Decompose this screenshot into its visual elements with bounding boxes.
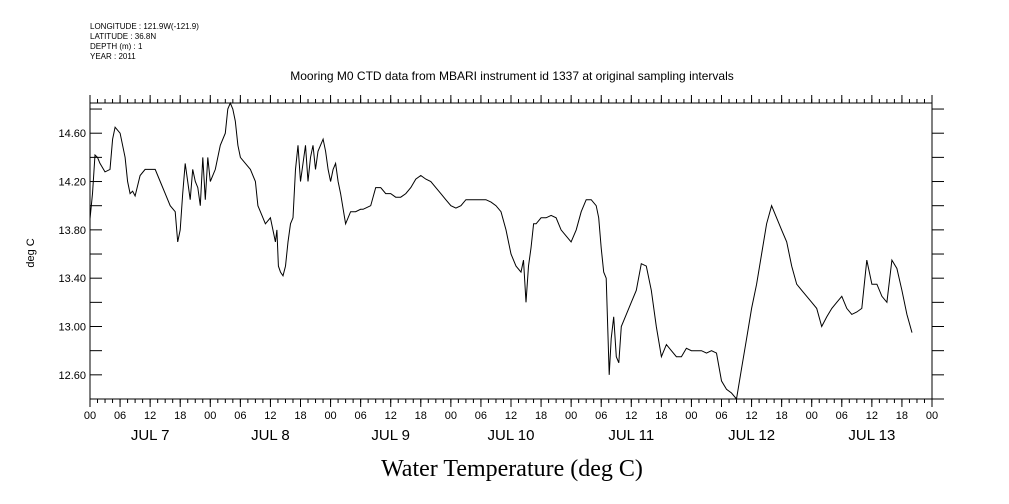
day-label: JUL 9 bbox=[371, 427, 410, 444]
x-tick-label: 12 bbox=[745, 410, 757, 422]
x-tick-label: 12 bbox=[385, 410, 397, 422]
x-tick-label: 06 bbox=[355, 410, 367, 422]
depth-label: DEPTH (m) : 1 bbox=[90, 42, 143, 51]
x-tick-label: 06 bbox=[234, 410, 246, 422]
y-tick-label: 14.20 bbox=[58, 177, 86, 189]
x-tick-label: 00 bbox=[324, 410, 336, 422]
x-tick-label: 06 bbox=[836, 410, 848, 422]
day-label: JUL 13 bbox=[848, 427, 895, 444]
x-tick-label: 06 bbox=[595, 410, 607, 422]
year-label: YEAR : 2011 bbox=[90, 52, 136, 61]
x-tick-label: 00 bbox=[84, 410, 96, 422]
x-tick-label: 12 bbox=[866, 410, 878, 422]
x-tick-label: 18 bbox=[655, 410, 667, 422]
x-tick-label: 00 bbox=[685, 410, 697, 422]
x-tick-label: 06 bbox=[475, 410, 487, 422]
y-axis: 12.60 13.00 13.40 13.80 14.20 14.60 bbox=[58, 108, 944, 400]
x-tick-label: 06 bbox=[114, 410, 126, 422]
x-axis-label: Water Temperature (deg C) bbox=[381, 456, 643, 482]
y-tick-label: 14.60 bbox=[58, 128, 86, 140]
x-tick-label: 12 bbox=[625, 410, 637, 422]
x-tick-label: 12 bbox=[144, 410, 156, 422]
x-tick-label: 12 bbox=[505, 410, 517, 422]
metadata-block: LONGITUDE : 121.9W(-121.9) LATITUDE : 36… bbox=[90, 22, 199, 62]
x-tick-label: 00 bbox=[204, 410, 216, 422]
x-tick-label: 00 bbox=[445, 410, 457, 422]
x-tick-label: 00 bbox=[926, 410, 938, 422]
chart-title: Mooring M0 CTD data from MBARI instrumen… bbox=[290, 69, 734, 83]
day-label: JUL 11 bbox=[608, 427, 654, 444]
day-label: JUL 7 bbox=[131, 427, 170, 444]
y-tick-label: 13.00 bbox=[58, 322, 86, 334]
x-axis: 00 06 12 18 00 06 12 18 00 06 12 18 00 06 12 18 00 06 12 18… bbox=[84, 95, 938, 444]
day-label: JUL 10 bbox=[488, 427, 535, 444]
x-tick-label: 00 bbox=[806, 410, 818, 422]
y-axis-label: deg C bbox=[25, 238, 37, 267]
minor-ticks bbox=[89, 99, 933, 403]
plot-frame bbox=[89, 102, 933, 400]
day-label: JUL 8 bbox=[251, 427, 290, 444]
x-tick-label: 12 bbox=[264, 410, 276, 422]
latitude-label: LATITUDE : 36.8N bbox=[90, 32, 157, 41]
x-tick-label: 06 bbox=[715, 410, 727, 422]
x-tick-label: 18 bbox=[535, 410, 547, 422]
x-tick-label: 18 bbox=[896, 410, 908, 422]
y-tick-label: 13.80 bbox=[58, 225, 86, 237]
x-tick-label: 18 bbox=[776, 410, 788, 422]
longitude-label: LONGITUDE : 121.9W(-121.9) bbox=[90, 22, 199, 31]
x-tick-label: 18 bbox=[174, 410, 186, 422]
y-tick-label: 13.40 bbox=[58, 273, 86, 285]
x-tick-label: 00 bbox=[565, 410, 577, 422]
x-tick-label: 18 bbox=[294, 410, 306, 422]
y-tick-label: 12.60 bbox=[58, 370, 86, 382]
series-line-water-temperature bbox=[89, 101, 913, 401]
day-label: JUL 12 bbox=[728, 427, 775, 444]
x-tick-label: 18 bbox=[415, 410, 427, 422]
